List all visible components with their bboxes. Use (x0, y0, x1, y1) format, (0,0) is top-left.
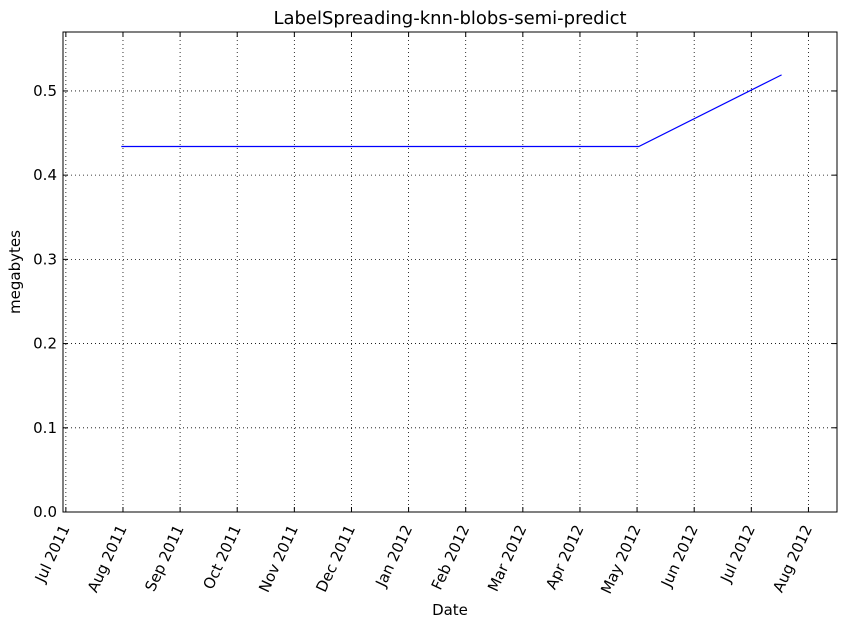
x-tick-label: Jul 2011 (31, 522, 74, 586)
x-tick-label: Jan 2012 (372, 522, 417, 590)
x-tick-label: Aug 2012 (769, 522, 816, 595)
x-tick-label: May 2012 (597, 522, 645, 597)
x-tick-label: Apr 2012 (542, 522, 587, 592)
x-tick-label: Nov 2011 (255, 522, 302, 595)
chart-title: LabelSpreading-knn-blobs-semi-predict (273, 8, 626, 29)
x-tick-labels: Jul 2011 Aug 2011 Sep 2011 Oct 2011 Nov 2011… (31, 522, 816, 597)
x-tick-label: Sep 2011 (141, 522, 187, 594)
grid (63, 32, 837, 512)
plot-frame (62, 31, 838, 513)
y-axis-label: megabytes (6, 230, 24, 314)
x-tick-label: Oct 2011 (199, 522, 244, 592)
y-tick-label: 0.0 (33, 503, 57, 521)
y-tick-label: 0.3 (33, 250, 57, 268)
x-tick-label: Aug 2011 (84, 522, 131, 595)
x-tick-label: Mar 2012 (484, 522, 530, 594)
x-tick-label: Dec 2011 (312, 522, 359, 595)
x-tick-label: Jul 2012 (716, 522, 759, 586)
y-tick-labels: 0.0 0.1 0.2 0.3 0.4 0.5 (33, 82, 57, 521)
series-line-megabytes (121, 74, 782, 148)
ticks (63, 32, 837, 513)
y-tick-label: 0.1 (33, 419, 57, 437)
x-tick-label: Feb 2012 (428, 522, 474, 593)
x-axis-label: Date (432, 601, 468, 619)
y-tick-label: 0.4 (33, 166, 57, 184)
y-tick-label: 0.5 (33, 82, 57, 100)
series-layer (121, 74, 782, 148)
x-tick-label: Jun 2012 (657, 522, 702, 591)
y-tick-label: 0.2 (33, 335, 57, 353)
